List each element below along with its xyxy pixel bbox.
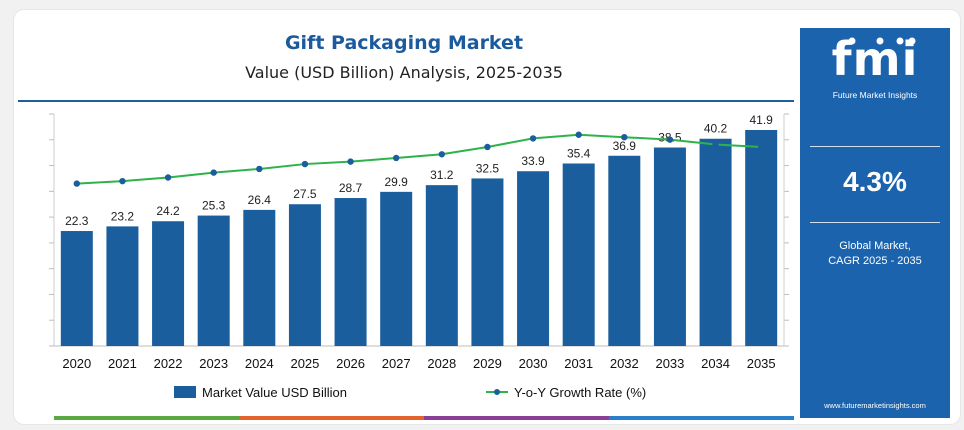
growth-rate-point: [210, 169, 217, 176]
bar: [152, 221, 185, 346]
growth-rate-point: [73, 180, 81, 187]
logo-subtitle: Future Market Insights: [832, 90, 918, 100]
legend-line-label: Y-o-Y Growth Rate (%): [514, 385, 646, 400]
sidebar-panel: fmi Future Market Insights 4.3% Global M…: [800, 28, 950, 418]
x-tick-label: 2033: [655, 356, 684, 371]
fmi-logo: fmi: [831, 32, 919, 86]
x-tick-label: 2028: [427, 356, 456, 371]
bottom-bar-segment: [54, 416, 239, 420]
growth-rate-point: [392, 154, 400, 162]
growth-rate-point: [347, 158, 354, 165]
bar-value-label: 26.4: [248, 193, 272, 207]
chart-title: Gift Packaging Market: [284, 32, 524, 54]
bar: [288, 204, 321, 346]
legend-line-marker: [494, 389, 500, 395]
bar-value-label: 32.5: [476, 161, 500, 175]
bottom-bar-segment: [239, 416, 424, 420]
bar: [380, 191, 413, 346]
growth-rate-point: [757, 143, 765, 151]
growth-rate-point: [164, 174, 172, 181]
bar-value-label: 23.2: [111, 209, 135, 223]
x-tick-label: 2020: [62, 356, 91, 371]
website-link[interactable]: www.futuremarketinsights.com: [824, 401, 926, 410]
x-tick-label: 2029: [473, 356, 502, 371]
x-tick-label: 2024: [245, 356, 274, 371]
bar-value-label: 27.5: [293, 187, 317, 201]
x-tick-label: 2026: [336, 356, 365, 371]
growth-rate-point: [119, 177, 126, 185]
growth-rate-point: [666, 136, 674, 143]
x-tick-label: 2034: [701, 356, 730, 371]
bar: [106, 226, 139, 346]
sidebar-divider-top: [810, 146, 940, 147]
logo-dots-icon: [848, 37, 916, 45]
bar-value-label: 29.9: [385, 175, 409, 189]
growth-rate-point: [438, 151, 446, 158]
cagr-label-line1: Global Market,: [839, 240, 911, 252]
x-tick-label: 2021: [108, 356, 137, 371]
x-tick-label: 2030: [519, 356, 548, 371]
bar-value-label: 41.9: [750, 113, 774, 127]
x-tick-label: 2035: [747, 356, 776, 371]
cagr-label-line2: CAGR 2025 - 2035: [828, 255, 922, 267]
bar-value-label: 22.3: [65, 214, 89, 228]
bar: [562, 163, 595, 346]
bar: [334, 198, 367, 346]
bar: [471, 178, 504, 346]
bar-value-label: 36.9: [613, 139, 637, 153]
bar: [60, 231, 93, 346]
bottom-color-bar: [54, 416, 794, 420]
bar: [425, 185, 458, 346]
cagr-value: 4.3%: [843, 166, 907, 197]
legend-bar-label: Market Value USD Billion: [202, 385, 347, 400]
growth-rate-point: [575, 131, 582, 138]
x-tick-label: 2023: [199, 356, 228, 371]
bar-line-chart: 22.3 2020 23.2 2021 24.2 2022 25.3 2023 26.4 2024…: [49, 113, 789, 400]
bottom-bar-segment: [609, 416, 794, 420]
x-tick-label: 2027: [382, 356, 411, 371]
bar-value-label: 25.3: [202, 199, 226, 213]
growth-rate-point: [256, 165, 263, 173]
x-tick-label: 2022: [154, 356, 183, 371]
bar: [608, 155, 641, 346]
growth-rate-point: [484, 143, 491, 151]
bar: [653, 147, 686, 346]
bar: [517, 171, 550, 346]
growth-rate-point: [621, 134, 628, 141]
bar-value-label: 31.2: [430, 168, 454, 182]
chart-card: Gift Packaging Market Value (USD Billion…: [14, 10, 960, 424]
title-divider: [18, 100, 794, 102]
chart-subtitle: Value (USD Billion) Analysis, 2025-2035: [245, 63, 563, 82]
growth-rate-point: [301, 160, 309, 168]
legend-bar-swatch: [174, 386, 196, 398]
bar: [243, 209, 276, 346]
bar-value-label: 35.4: [567, 146, 591, 160]
sidebar-divider-bottom: [810, 222, 940, 223]
bar: [745, 129, 778, 346]
growth-rate-line: [76, 133, 762, 185]
x-tick-label: 2032: [610, 356, 639, 371]
bar-value-label: 24.2: [156, 204, 180, 218]
bottom-bar-segment: [424, 416, 609, 420]
bar-value-label: 40.2: [704, 122, 728, 136]
growth-rate-point: [529, 135, 537, 142]
bar-value-label: 28.7: [339, 181, 363, 195]
growth-rate-point: [712, 141, 719, 148]
x-tick-label: 2025: [290, 356, 319, 371]
x-tick-label: 2031: [564, 356, 593, 371]
bar: [699, 138, 732, 346]
bar-value-label: 33.9: [521, 154, 545, 168]
bar: [197, 215, 230, 346]
